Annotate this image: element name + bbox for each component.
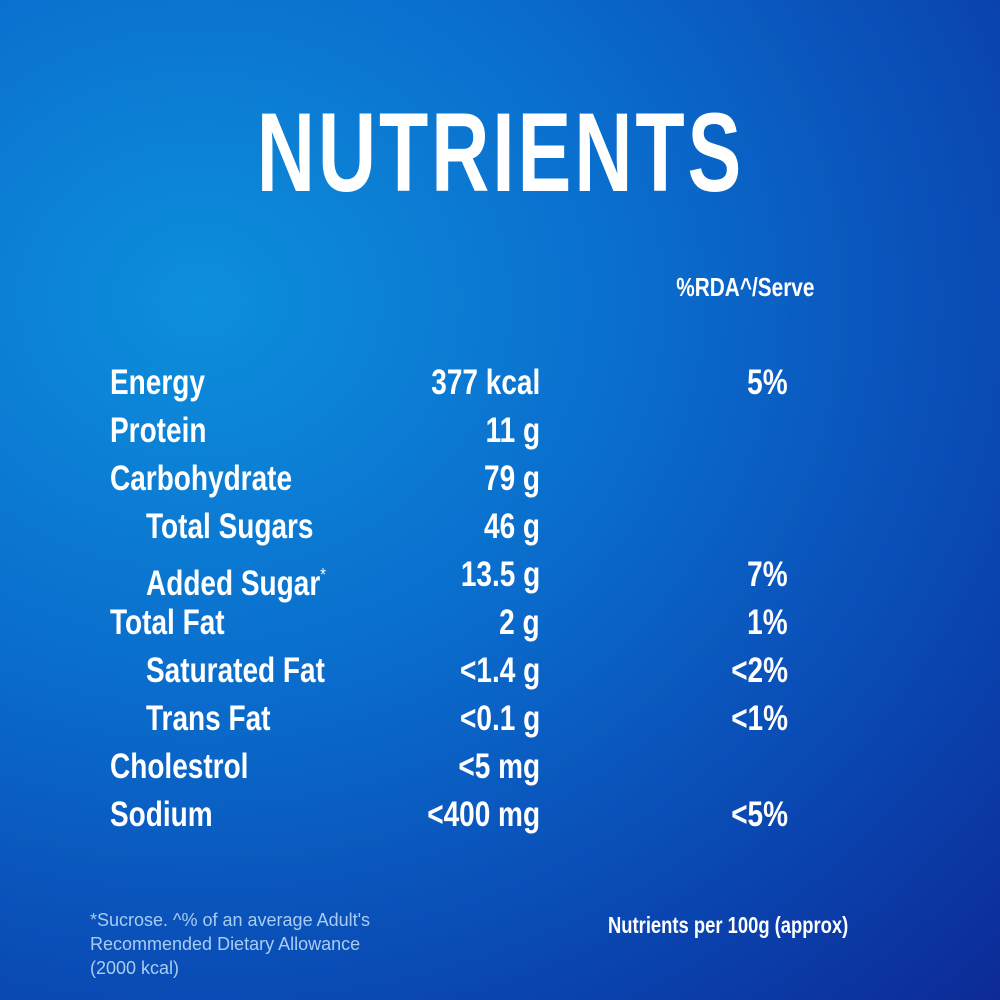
amount-text: <400 mg	[427, 795, 540, 834]
amount-text: 13.5 g	[460, 555, 540, 594]
amount-text: <1.4 g	[459, 651, 540, 690]
footnote: *Sucrose. ^% of an average Adult's Recomm…	[90, 908, 370, 980]
amount: <1.4 g	[440, 651, 540, 691]
nutrient-name: Total Sugars	[146, 507, 355, 547]
footnote-line: *Sucrose. ^% of an average Adult's	[90, 910, 371, 930]
rda-text: 5%	[747, 363, 788, 402]
name: Carbohydrate	[110, 459, 293, 498]
rda: 7%	[737, 555, 788, 595]
rda: <5%	[717, 795, 788, 835]
column-header-text: %RDA^/Serve	[675, 272, 815, 302]
amount-text: 11 g	[485, 411, 540, 450]
nutrient-name: Protein	[110, 411, 231, 451]
name: Saturated Fat	[146, 651, 325, 690]
title: NUTRIENTS	[0, 88, 1000, 217]
title-text: NUTRIENTS	[256, 90, 744, 215]
name: Cholestrol	[110, 747, 249, 786]
column-header: %RDA^/Serve	[600, 272, 890, 303]
amount-text: 377 kcal	[431, 363, 540, 402]
amount: <400 mg	[399, 795, 540, 835]
amount: <5 mg	[438, 747, 540, 787]
rda-text: 1%	[747, 603, 788, 642]
rda-text: <2%	[731, 651, 788, 690]
amount: 79 g	[470, 459, 540, 499]
rda-text: <5%	[731, 795, 788, 834]
name: Total Fat	[110, 603, 225, 642]
footnote-line: (2000 kcal)	[90, 958, 180, 978]
basis-note: Nutrients per 100g (approx)	[608, 912, 908, 939]
amount-text: <0.1 g	[459, 699, 540, 738]
amount: 11 g	[472, 411, 540, 451]
amount: 13.5 g	[441, 555, 540, 595]
nutrient-name: Total Fat	[110, 603, 253, 643]
basis-text: Nutrients per 100g (approx)	[608, 912, 849, 938]
name: Added Sugar	[146, 564, 321, 603]
nutrient-name: Added Sugar*	[146, 555, 371, 604]
amount-text: 46 g	[483, 507, 540, 546]
rda: 5%	[737, 363, 788, 403]
rda: <2%	[717, 651, 788, 691]
nutrient-name-text: Saturated Fat	[146, 651, 325, 691]
nutrient-name: Saturated Fat	[146, 651, 370, 691]
name: Energy	[110, 363, 205, 402]
nutrient-name-text: Total Fat	[110, 603, 225, 643]
amount-text: 2 g	[499, 603, 540, 642]
nutrient-name-text: Sodium	[110, 795, 213, 835]
nutrient-name-text: Energy	[110, 363, 205, 403]
name: Protein	[110, 411, 207, 450]
rda-text: <1%	[731, 699, 788, 738]
nutrient-name-text: Trans Fat	[146, 699, 270, 739]
nutrient-name: Energy	[110, 363, 229, 403]
nutrient-name: Carbohydrate	[110, 459, 338, 499]
amount: 2 g	[489, 603, 540, 643]
nutrient-name-text: Total Sugars	[146, 507, 314, 547]
name: Sodium	[110, 795, 213, 834]
name: Total Sugars	[146, 507, 314, 546]
nutrient-name: Sodium	[110, 795, 238, 835]
footnote-line: Recommended Dietary Allowance	[90, 934, 361, 954]
amount: <0.1 g	[440, 699, 540, 739]
amount: 46 g	[470, 507, 540, 547]
rda-text: 7%	[747, 555, 788, 594]
rda: 1%	[737, 603, 788, 643]
nutrient-name-text: Cholestrol	[110, 747, 248, 787]
footnote-mark: *	[320, 565, 326, 585]
nutrient-name-text: Protein	[110, 411, 206, 451]
name: Trans Fat	[146, 699, 271, 738]
rda: <1%	[717, 699, 788, 739]
nutrient-name: Cholestrol	[110, 747, 283, 787]
nutrient-name: Trans Fat	[146, 699, 302, 739]
nutrient-name-text: Carbohydrate	[110, 459, 292, 499]
nutrient-name-text: Added Sugar*	[146, 555, 326, 604]
amount: 377 kcal	[404, 363, 540, 403]
amount-text: 79 g	[483, 459, 540, 498]
amount-text: <5 mg	[458, 747, 540, 786]
